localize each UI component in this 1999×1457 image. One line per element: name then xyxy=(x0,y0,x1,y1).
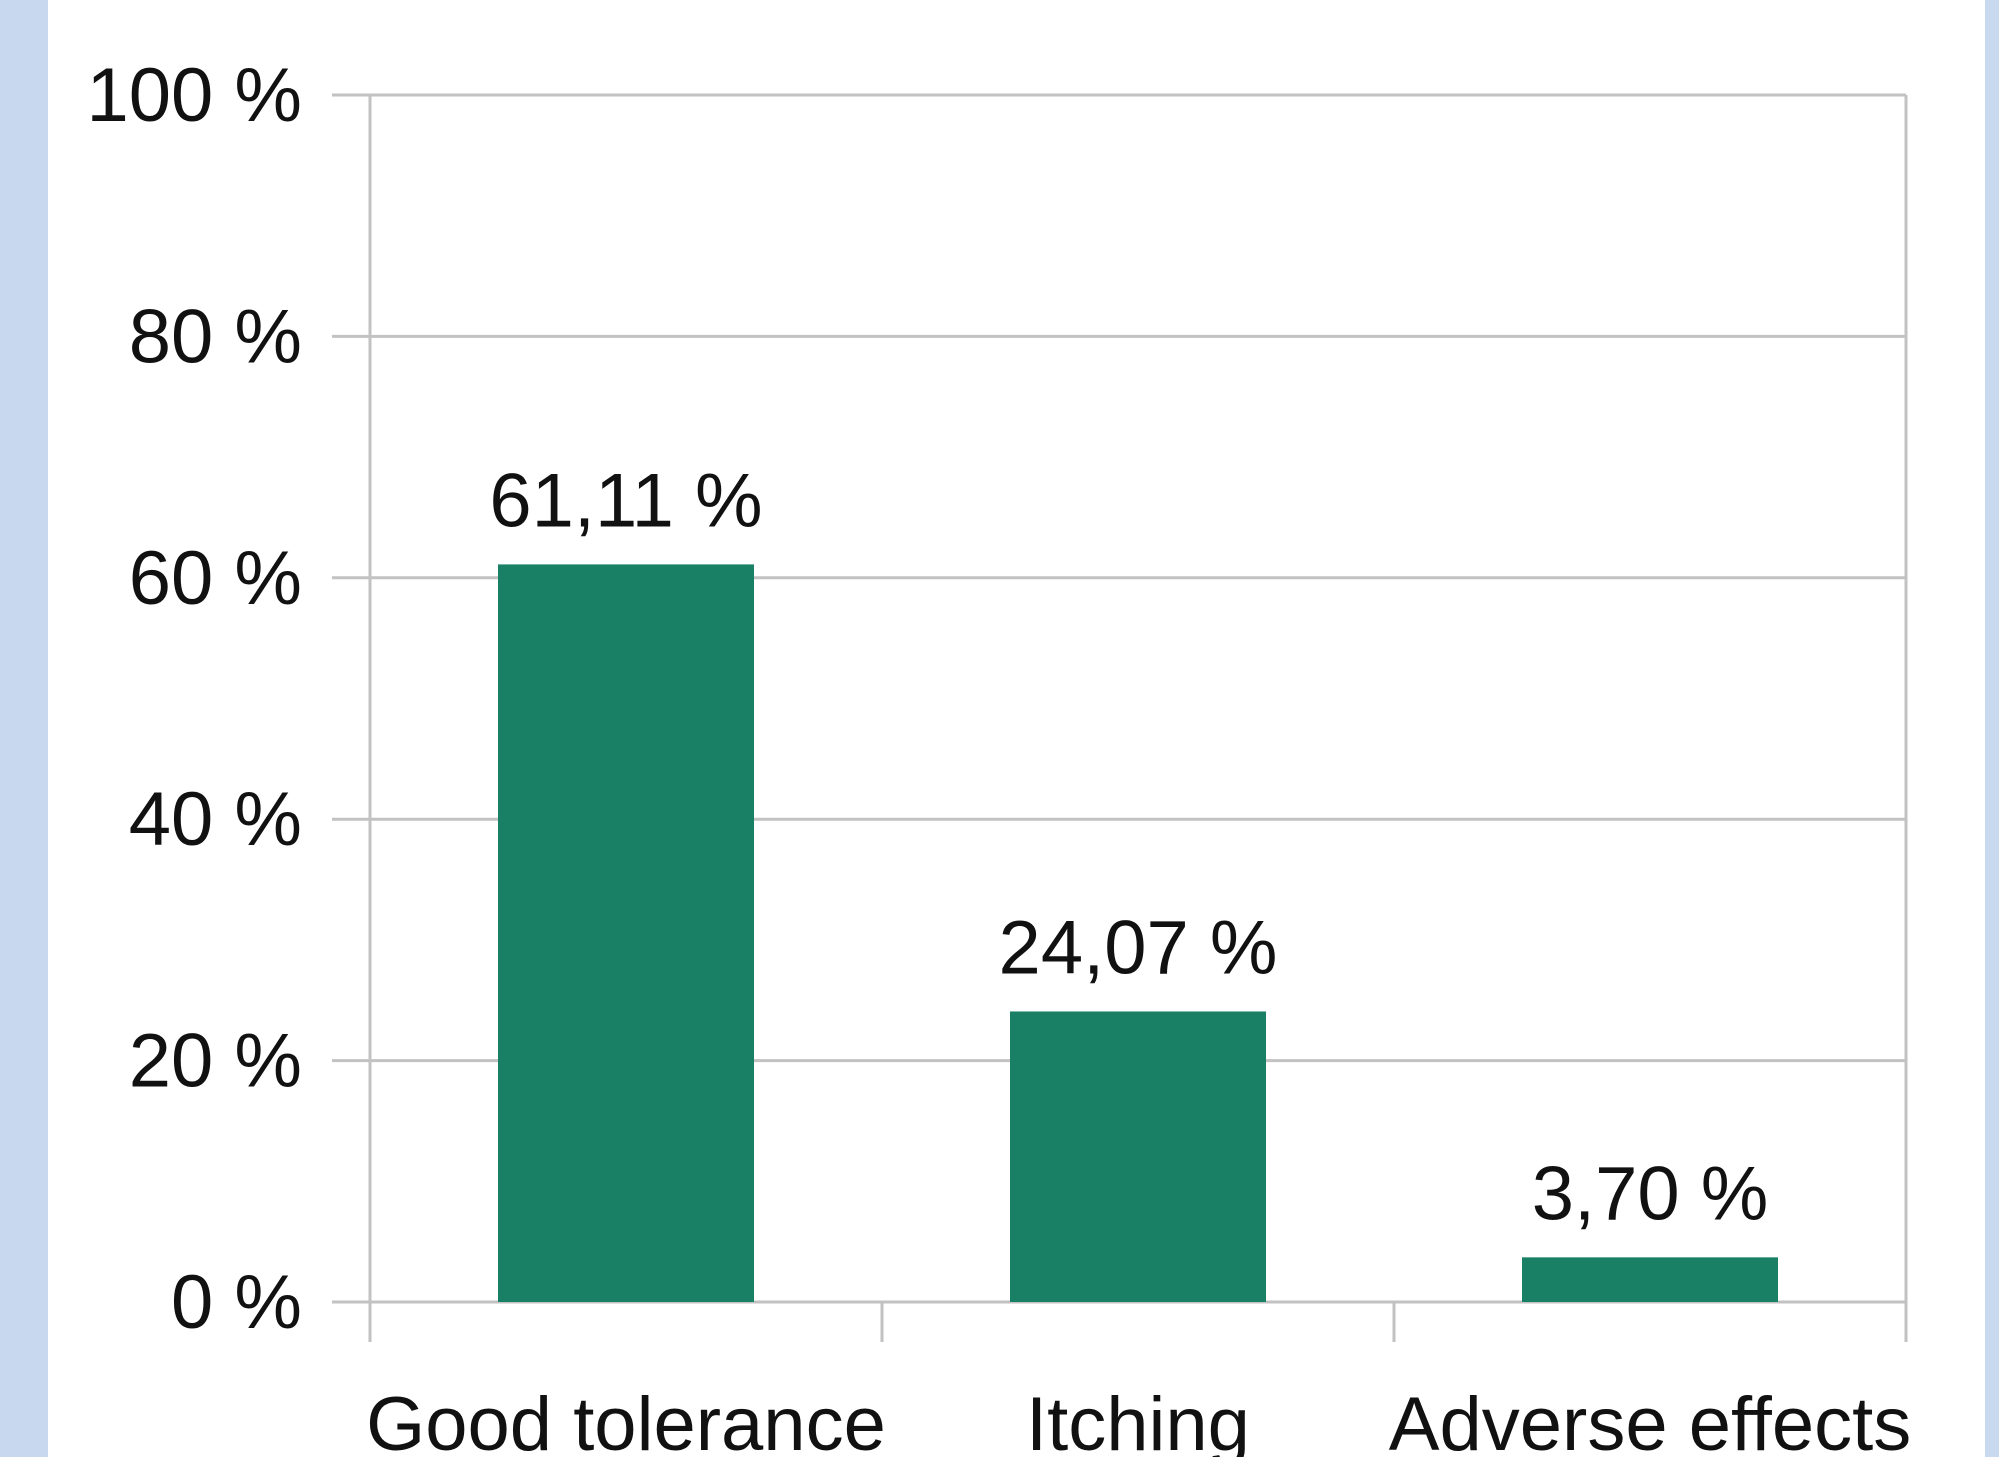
y-tick-label: 100 % xyxy=(87,53,303,138)
y-tick-label: 60 % xyxy=(129,536,302,621)
y-tick-label: 0 % xyxy=(171,1260,302,1345)
y-tick-label: 20 % xyxy=(129,1019,302,1104)
bar-adverse-effects xyxy=(1522,1257,1778,1302)
right-frame-border xyxy=(1985,0,1999,1457)
data-label: 61,11 % xyxy=(489,458,762,543)
x-category-label: Good tolerance xyxy=(366,1382,886,1457)
bar-good-tolerance xyxy=(498,564,754,1302)
y-tick-label: 80 % xyxy=(129,294,302,379)
data-label: 3,70 % xyxy=(1532,1151,1769,1236)
x-category-label: Itching xyxy=(1026,1382,1250,1457)
x-category-label: Adverse effects xyxy=(1389,1382,1911,1457)
data-label: 24,07 % xyxy=(999,905,1278,990)
y-tick-label: 40 % xyxy=(129,777,302,862)
left-frame-border xyxy=(0,0,48,1457)
bar-itching xyxy=(1010,1011,1266,1302)
